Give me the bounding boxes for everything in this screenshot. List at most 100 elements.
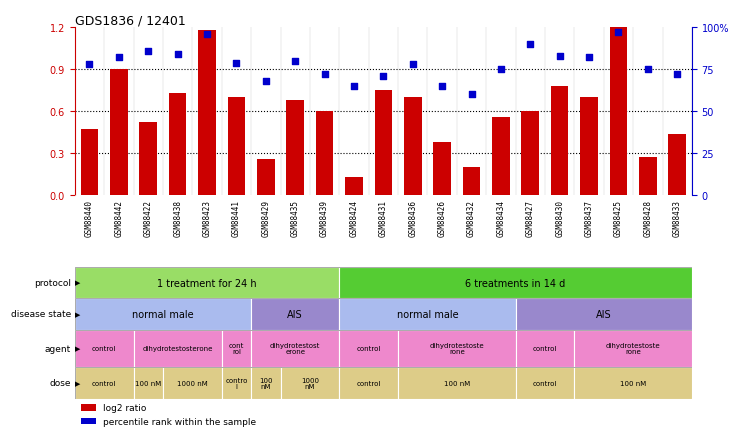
Text: percentile rank within the sample: percentile rank within the sample [102, 417, 256, 426]
Text: 1000
nM: 1000 nM [301, 377, 319, 389]
Point [465, 92, 477, 99]
Bar [75, 299, 251, 330]
Text: dihydrotestosterone: dihydrotestosterone [142, 345, 213, 351]
Bar [139, 123, 157, 196]
Point [319, 72, 331, 79]
Text: GSM88425: GSM88425 [614, 199, 623, 236]
Bar [134, 367, 163, 399]
Bar [340, 267, 692, 299]
Text: control: control [357, 380, 381, 386]
Bar [375, 91, 392, 196]
Text: ▶: ▶ [75, 345, 80, 351]
Text: AIS: AIS [596, 309, 612, 319]
Text: GSM88432: GSM88432 [467, 199, 476, 236]
Text: dihydrotestoste
rone: dihydrotestoste rone [606, 342, 660, 355]
Text: GSM88422: GSM88422 [144, 199, 153, 236]
Bar [75, 367, 134, 399]
Text: normal male: normal male [132, 309, 194, 319]
Point [583, 55, 595, 62]
Text: GSM88440: GSM88440 [85, 199, 94, 236]
Text: control: control [533, 345, 557, 351]
Text: agent: agent [45, 344, 71, 353]
Bar [280, 367, 340, 399]
Text: dihydrotestoste
rone: dihydrotestoste rone [429, 342, 484, 355]
Bar [345, 178, 363, 196]
Bar [75, 267, 340, 299]
Bar [574, 367, 692, 399]
Bar [398, 367, 515, 399]
Text: GSM88435: GSM88435 [291, 199, 300, 236]
Bar [110, 70, 128, 196]
Bar [463, 168, 480, 196]
Bar [81, 130, 98, 196]
Bar [221, 330, 251, 367]
Point [436, 83, 448, 90]
Bar [433, 143, 451, 196]
Bar [163, 367, 221, 399]
Bar [404, 98, 422, 196]
Text: GSM88442: GSM88442 [114, 199, 123, 236]
Point [230, 60, 242, 67]
Text: 100 nM: 100 nM [620, 380, 646, 386]
Text: cont
rol: cont rol [229, 342, 244, 355]
Bar [515, 367, 574, 399]
Text: GSM88423: GSM88423 [203, 199, 212, 236]
Point [113, 55, 125, 62]
Point [613, 30, 625, 37]
Point [377, 73, 389, 80]
Point [554, 53, 565, 60]
Text: disease state: disease state [10, 310, 71, 319]
Bar [398, 330, 515, 367]
Bar [340, 330, 398, 367]
Bar [81, 418, 96, 424]
Bar [639, 158, 657, 196]
Text: dose: dose [49, 378, 71, 388]
Text: GSM88436: GSM88436 [408, 199, 417, 236]
Point [289, 58, 301, 65]
Bar [340, 367, 398, 399]
Text: normal male: normal male [396, 309, 459, 319]
Bar [227, 98, 245, 196]
Point [642, 66, 654, 73]
Text: control: control [533, 380, 557, 386]
Bar [81, 404, 96, 411]
Text: GSM88438: GSM88438 [173, 199, 183, 236]
Text: GSM88439: GSM88439 [320, 199, 329, 236]
Text: control: control [92, 345, 117, 351]
Point [201, 31, 213, 38]
Text: 6 treatments in 14 d: 6 treatments in 14 d [465, 278, 565, 288]
Text: ▶: ▶ [75, 311, 80, 317]
Text: protocol: protocol [34, 279, 71, 287]
Text: 100 nM: 100 nM [135, 380, 162, 386]
Point [524, 42, 536, 49]
Text: dihydrotestost
erone: dihydrotestost erone [270, 342, 320, 355]
Bar [257, 159, 275, 196]
Text: GSM88431: GSM88431 [378, 199, 388, 236]
Point [260, 79, 272, 85]
Text: GSM88434: GSM88434 [497, 199, 506, 236]
Bar [492, 118, 509, 196]
Bar [551, 87, 568, 196]
Text: 1000 nM: 1000 nM [177, 380, 208, 386]
Point [142, 48, 154, 55]
Text: AIS: AIS [287, 309, 303, 319]
Bar [574, 330, 692, 367]
Bar [286, 101, 304, 196]
Text: GSM88430: GSM88430 [555, 199, 564, 236]
Point [348, 83, 360, 90]
Text: 100 nM: 100 nM [444, 380, 470, 386]
Bar [169, 94, 186, 196]
Text: control: control [92, 380, 117, 386]
Bar [515, 299, 692, 330]
Text: 1 treatment for 24 h: 1 treatment for 24 h [157, 278, 257, 288]
Text: GSM88429: GSM88429 [261, 199, 270, 236]
Text: GSM88427: GSM88427 [526, 199, 535, 236]
Text: GSM88441: GSM88441 [232, 199, 241, 236]
Bar [610, 28, 628, 196]
Text: control: control [357, 345, 381, 351]
Point [84, 62, 96, 69]
Bar [251, 299, 340, 330]
Point [407, 62, 419, 69]
Bar [75, 330, 134, 367]
Bar [221, 367, 251, 399]
